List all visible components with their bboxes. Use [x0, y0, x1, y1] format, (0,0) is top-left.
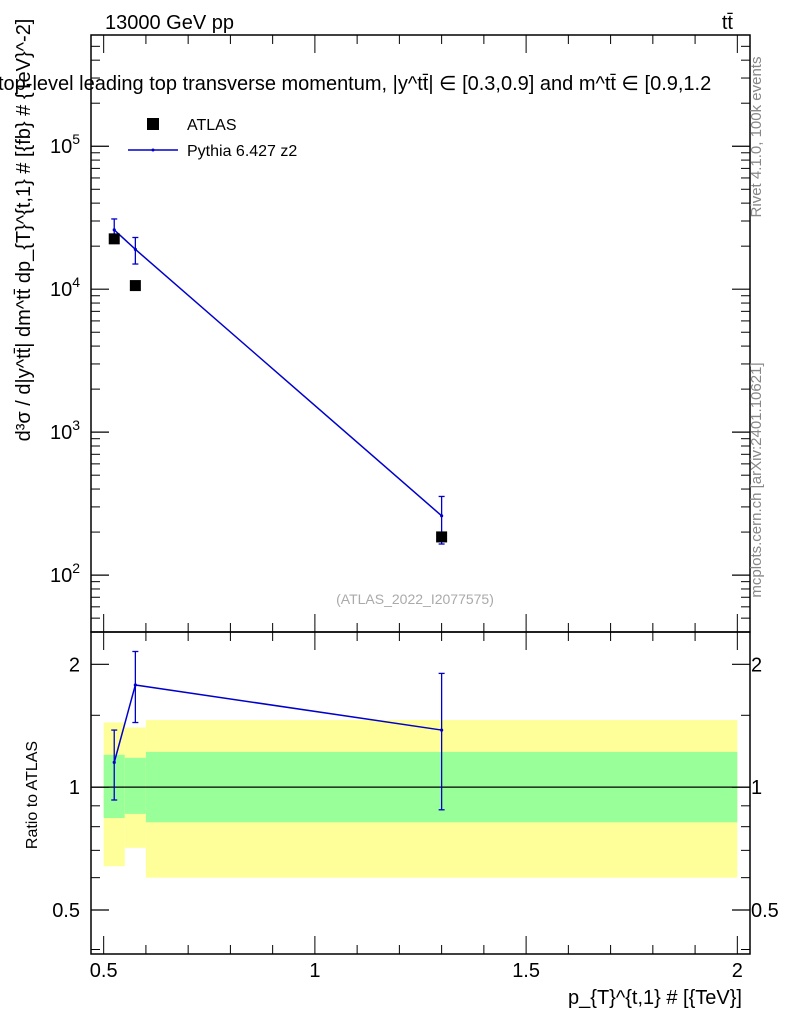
analysis-watermark: (ATLAS_2022_I2077575) — [336, 591, 494, 607]
main-axis-ticks: 102 103 104 105 — [50, 35, 750, 632]
legend: ATLAS Pythia 6.427 z2 — [128, 117, 297, 160]
main-ytick-label-3: 105 — [50, 131, 80, 158]
ratio-ytick-label-left-2: 2 — [69, 654, 80, 676]
legend-pythia-marker — [151, 148, 155, 152]
ratio-xtick-label-1: 1 — [309, 960, 320, 982]
pythia-ratio-point-1 — [133, 683, 137, 687]
main-ytick-label-2: 104 — [50, 274, 80, 301]
legend-atlas-marker — [147, 118, 159, 130]
ratio-axis-ticks: 0.5 0.5 1 1 2 2 0.5 1 1.5 2 — [52, 632, 779, 982]
side-text-mcplots: mcplots.cern.ch [arXiv:2401.10621] — [748, 362, 765, 597]
ratio-ytick-label-right-0: 0.5 — [751, 900, 779, 922]
pythia-main-point-2 — [440, 514, 444, 518]
header-left-label: 13000 GeV pp — [105, 12, 234, 34]
ratio-uncertainty-bands — [103, 720, 738, 878]
ratio-panel-frame — [90, 631, 751, 955]
pythia-main-point-1 — [133, 247, 137, 251]
x-axis-label: p_{T}^{t,1} # [{TeV}] — [568, 987, 742, 1009]
legend-pythia-label: Pythia 6.427 z2 — [187, 143, 297, 160]
ratio-ytick-label-right-1: 1 — [751, 777, 762, 799]
header-right-label: tt̄ — [722, 12, 734, 34]
chart-title: top-level leading top transverse momentu… — [0, 73, 711, 95]
main-ytick-label-1: 103 — [50, 417, 80, 444]
pythia-ratio-point-2 — [440, 728, 444, 732]
pythia-main-line — [113, 229, 443, 517]
stat-band-1 — [124, 757, 146, 814]
atlas-point-2 — [436, 531, 448, 543]
ratio-xtick-label-2: 1.5 — [512, 960, 540, 982]
pythia-main-point-0 — [112, 228, 116, 232]
main-series-layer — [108, 218, 448, 545]
main-ytick-label-0: 102 — [50, 560, 80, 587]
side-text-rivet: Rivet 4.1.0, 100k events — [748, 57, 765, 218]
ratio-ytick-label-right-2: 2 — [751, 654, 762, 676]
ratio-ytick-label-left-0: 0.5 — [52, 900, 80, 922]
ratio-ytick-label-left-1: 1 — [69, 777, 80, 799]
ratio-y-axis-label: Ratio to ATLAS — [24, 741, 41, 849]
ratio-xtick-label-3: 2 — [732, 960, 743, 982]
main-y-axis-label: d³σ / d|y^tt̄| dm^tt̄ dp_{T}^{t,1} # [{f… — [13, 19, 35, 442]
atlas-point-1 — [129, 280, 141, 292]
legend-atlas-label: ATLAS — [187, 117, 237, 134]
ratio-xtick-label-0: 0.5 — [90, 960, 118, 982]
pythia-ratio-point-0 — [112, 760, 116, 764]
atlas-point-0 — [108, 233, 120, 245]
ratio-series-layer — [111, 650, 445, 811]
